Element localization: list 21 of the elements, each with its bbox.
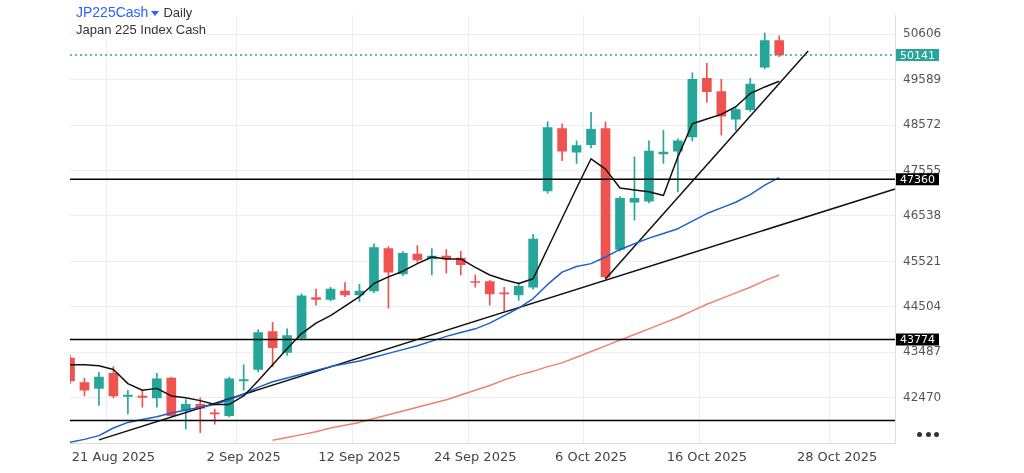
x-tick-label: 12 Sep 2025 — [318, 448, 401, 464]
y-tick-label: 44504 — [903, 299, 942, 314]
chart-title: JP225Cash — [76, 4, 149, 20]
x-tick-label: 6 Oct 2025 — [555, 448, 628, 464]
ref-line-label: 43774 — [900, 333, 935, 347]
y-tick-label: 42470 — [903, 389, 942, 404]
y-tick-label: 46538 — [903, 208, 942, 223]
y-tick-label: 45521 — [903, 253, 942, 268]
y-tick-label: 48572 — [903, 117, 942, 132]
x-tick-label: 2 Sep 2025 — [206, 448, 281, 464]
y-tick-label: 50606 — [903, 26, 942, 41]
ref-line-label: 50141 — [900, 48, 935, 62]
x-tick-label: 28 Oct 2025 — [796, 448, 878, 464]
annotation: Daily — [163, 5, 193, 20]
x-tick-label: 24 Sep 2025 — [434, 448, 517, 464]
y-tick-label: 49589 — [903, 71, 942, 86]
y-tick-label: 43487 — [903, 344, 942, 359]
ref-line-label: 47360 — [900, 173, 935, 187]
text: Japan 225 Index Cash — [76, 21, 207, 38]
x-tick-label: 21 Aug 2025 — [71, 448, 156, 464]
x-tick-label: 16 Oct 2025 — [666, 448, 748, 464]
